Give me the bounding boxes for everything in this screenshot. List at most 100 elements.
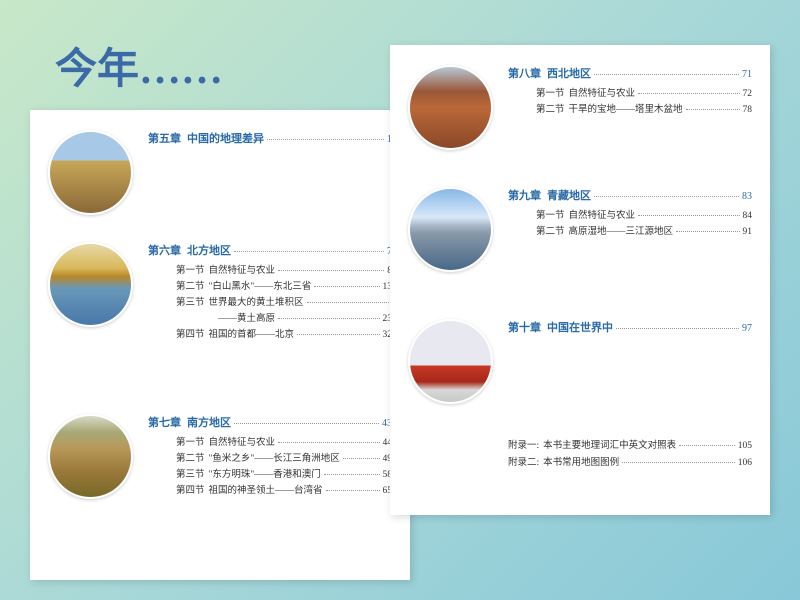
chapter-name: 中国在世界中 — [547, 319, 613, 335]
leader-dots — [278, 318, 379, 319]
section-row: 第二节"鱼米之乡"——长江三角洲地区49 — [176, 450, 392, 464]
chapter-label: 第十章 — [508, 319, 541, 335]
section-row: 第一节自然特征与农业 72 — [536, 85, 752, 99]
appendix-page: 105 — [738, 441, 752, 451]
section-row: 第三节世界最大的黄土堆积区 — [176, 294, 392, 308]
leader-dots — [679, 445, 735, 446]
chapter-title-row: 第八章西北地区 71 — [508, 65, 752, 81]
section-name: 祖国的首都——北京 — [209, 326, 295, 340]
section-name: 自然特征与农业 — [569, 207, 636, 221]
leader-dots — [278, 270, 384, 271]
chapter-thumbnail — [408, 65, 493, 150]
appendix-label: 附录一: — [508, 437, 539, 451]
leader-dots — [326, 490, 380, 491]
section-name: 祖国的神圣领土——台湾省 — [209, 482, 323, 496]
section-row: 第一节自然特征与农业44 — [176, 434, 392, 448]
chapter-lines: 第九章青藏地区 83 第一节自然特征与农业 84 第二节高原湿地——三江源地区 91 — [508, 187, 752, 237]
section-name: 自然特征与农业 — [569, 85, 636, 99]
section-row: 第四节祖国的首都——北京32 — [176, 326, 392, 340]
section-page: 72 — [743, 89, 753, 99]
chapter-block: 第六章北方地区7第一节自然特征与农业8第二节"白山黑水"——东北三省13第三节世… — [48, 242, 392, 402]
leader-dots — [278, 442, 379, 443]
appendix-name: 本书常用地图图例 — [543, 454, 619, 468]
chapter-thumbnail — [48, 130, 133, 215]
section-label: 第一节 — [536, 85, 565, 99]
chapter-title-row: 第九章青藏地区 83 — [508, 187, 752, 203]
chapter-lines: 第七章南方地区43 第一节自然特征与农业44 第二节"鱼米之乡"——长江三角洲地区4… — [148, 414, 392, 496]
chapter-label: 第五章 — [148, 130, 181, 146]
section-subline: ——黄土高原23 — [218, 310, 392, 324]
chapter-thumbnail — [408, 319, 493, 404]
leader-dots — [676, 231, 739, 232]
leader-dots — [234, 251, 384, 252]
section-name: 自然特征与农业 — [209, 262, 276, 276]
chapter-block: 第五章中国的地理差异1 — [48, 130, 392, 230]
leader-dots — [307, 302, 389, 303]
section-name: 自然特征与农业 — [209, 434, 276, 448]
leader-dots — [324, 474, 380, 475]
appendix-row: 附录一:本书主要地理词汇中英文对照表105 — [508, 437, 752, 451]
section-row: 第三节"东方明珠"——香港和澳门58 — [176, 466, 392, 480]
section-row: 第一节自然特征与农业8 — [176, 262, 392, 276]
chapter-label: 第七章 — [148, 414, 181, 430]
chapter-name: 中国的地理差异 — [187, 130, 264, 146]
toc-page-left: 第五章中国的地理差异1第六章北方地区7第一节自然特征与农业8第二节"白山黑水"—… — [30, 110, 410, 580]
section-label: 第三节 — [176, 466, 205, 480]
chapter-lines: 第六章北方地区7第一节自然特征与农业8第二节"白山黑水"——东北三省13第三节世… — [148, 242, 392, 340]
section-page: 91 — [743, 227, 753, 237]
chapter-title-row: 第七章南方地区43 — [148, 414, 392, 430]
appendix-row: 附录二: 本书常用地图图例 106 — [508, 454, 752, 468]
leader-dots — [686, 109, 740, 110]
section-name: 高原湿地——三江源地区 — [569, 223, 674, 237]
leader-dots — [622, 462, 735, 463]
section-name: 干旱的宝地——塔里木盆地 — [569, 101, 683, 115]
leader-dots — [234, 423, 379, 424]
chapter-label: 第八章 — [508, 65, 541, 81]
chapter-lines: 第十章中国在世界中 97 — [508, 319, 752, 335]
section-label: 第一节 — [536, 207, 565, 221]
section-row: 第二节干旱的宝地——塔里木盆地 78 — [536, 101, 752, 115]
chapter-name: 南方地区 — [187, 414, 231, 430]
appendix-page: 106 — [738, 458, 752, 468]
chapter-thumbnail — [48, 414, 133, 499]
chapter-block: 第八章西北地区 71 第一节自然特征与农业 72 第二节干旱的宝地——塔里木盆地 78 — [408, 65, 752, 175]
chapter-lines: 第八章西北地区 71 第一节自然特征与农业 72 第二节干旱的宝地——塔里木盆地 78 — [508, 65, 752, 115]
section-name: "东方明珠"——香港和澳门 — [209, 466, 321, 480]
section-label: 第三节 — [176, 294, 205, 308]
appendix-label: 附录二: — [508, 454, 539, 468]
chapter-title-row: 第十章中国在世界中 97 — [508, 319, 752, 335]
chapter-block: 第七章南方地区43 第一节自然特征与农业44 第二节"鱼米之乡"——长江三角洲地区4… — [48, 414, 392, 564]
section-page: 78 — [743, 105, 753, 115]
chapter-name: 北方地区 — [187, 242, 231, 258]
leader-dots — [314, 286, 379, 287]
leader-dots — [343, 458, 380, 459]
section-label: 第一节 — [176, 434, 205, 448]
section-label: 第一节 — [176, 262, 205, 276]
chapter-page: 71 — [742, 69, 752, 80]
chapter-label: 第六章 — [148, 242, 181, 258]
chapter-name: 青藏地区 — [547, 187, 591, 203]
chapter-lines: 第五章中国的地理差异1 — [148, 130, 392, 146]
section-row: 第四节祖国的神圣领土——台湾省65 — [176, 482, 392, 496]
chapter-thumbnail — [408, 187, 493, 272]
chapter-page: 83 — [742, 191, 752, 202]
section-name: 世界最大的黄土堆积区 — [209, 294, 304, 308]
section-label: 第二节 — [176, 450, 205, 464]
chapter-thumbnail — [48, 242, 133, 327]
chapter-page: 97 — [742, 323, 752, 334]
leader-dots — [594, 74, 739, 75]
section-label: 第二节 — [176, 278, 205, 292]
section-label: 第二节 — [536, 223, 565, 237]
leader-dots — [638, 215, 739, 216]
chapter-label: 第九章 — [508, 187, 541, 203]
section-label: 第二节 — [536, 101, 565, 115]
section-page: 84 — [743, 211, 753, 221]
section-row: 第一节自然特征与农业 84 — [536, 207, 752, 221]
leader-dots — [616, 328, 739, 329]
page-title: 今年…… — [55, 35, 223, 96]
toc-page-right: 第八章西北地区71第一节自然特征与农业72第二节干旱的宝地——塔里木盆地78第九… — [390, 45, 770, 515]
chapter-block: 第九章青藏地区 83 第一节自然特征与农业 84 第二节高原湿地——三江源地区 91 — [408, 187, 752, 307]
leader-dots — [297, 334, 379, 335]
chapter-name: 西北地区 — [547, 65, 591, 81]
chapter-block: 第十章中国在世界中 97 — [408, 319, 752, 419]
